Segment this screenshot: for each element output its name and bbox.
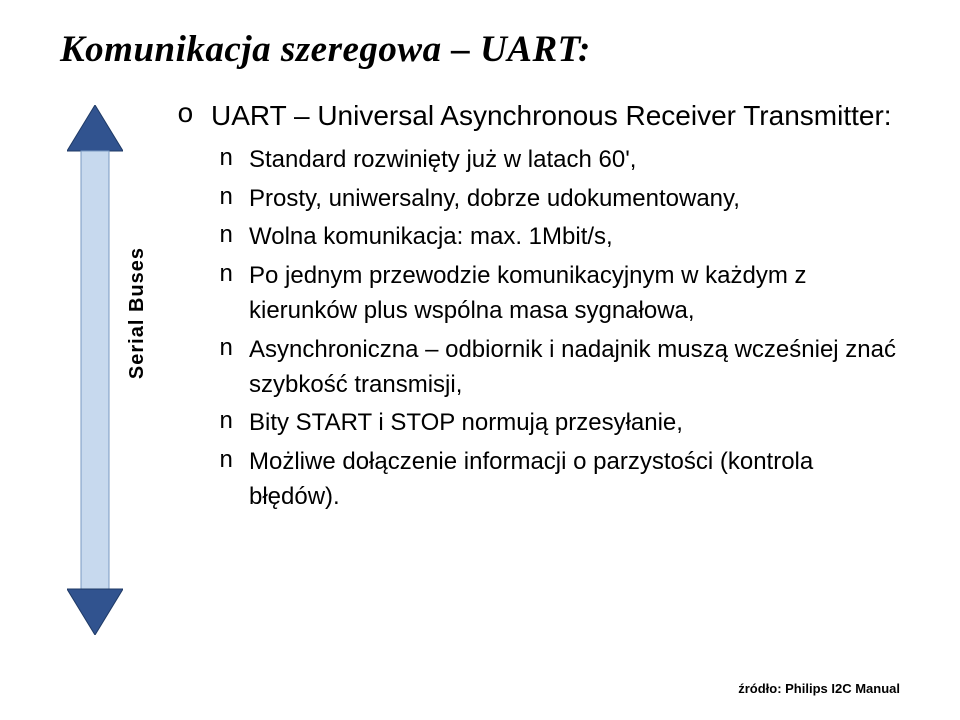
bullet-level1: n Po jednym przewodzie komunikacyjnym w … <box>219 259 900 329</box>
bullet-level1: n Prosty, uniwersalny, dobrze udokumento… <box>219 182 900 217</box>
slide: Komunikacja szeregowa – UART: Serial Bus… <box>0 0 960 720</box>
bullet-level1: n Wolna komunikacja: max. 1Mbit/s, <box>219 220 900 255</box>
bullet0-text: UART – Universal Asynchronous Receiver T… <box>211 97 900 135</box>
page-title: Komunikacja szeregowa – UART: <box>60 28 900 71</box>
bullet-level1: n Standard rozwinięty już w latach 60', <box>219 143 900 178</box>
bullet-level1: n Asynchroniczna – odbiornik i nadajnik … <box>219 333 900 403</box>
bullet1-text: Po jednym przewodzie komunikacyjnym w ka… <box>249 259 900 329</box>
bullet1-glyph: n <box>219 220 249 255</box>
bullet-level0: o UART – Universal Asynchronous Receiver… <box>177 97 900 135</box>
bullet1-glyph: n <box>219 143 249 178</box>
sidebar-label: Serial Buses <box>126 247 149 379</box>
bullet1-glyph: n <box>219 182 249 217</box>
bullet1-text: Asynchroniczna – odbiornik i nadajnik mu… <box>249 333 900 403</box>
bullet1-text: Prosty, uniwersalny, dobrze udokumentowa… <box>249 182 900 217</box>
bullet-level1: n Bity START i STOP normują przesyłanie, <box>219 406 900 441</box>
bullet1-text: Wolna komunikacja: max. 1Mbit/s, <box>249 220 900 255</box>
bullet1-glyph: n <box>219 333 249 368</box>
double-arrow-icon <box>67 105 123 635</box>
content-row: Serial Buses o UART – Universal Asynchro… <box>60 97 900 635</box>
bullet0-glyph: o <box>177 97 211 135</box>
arrow-column <box>60 97 130 635</box>
footer-source: źródło: Philips I2C Manual <box>738 681 900 696</box>
bullet1-text: Możliwe dołączenie informacji o parzysto… <box>249 445 900 515</box>
bullet1-glyph: n <box>219 406 249 441</box>
bullet1-glyph: n <box>219 259 249 294</box>
main-content: o UART – Universal Asynchronous Receiver… <box>149 97 900 519</box>
bullet1-text: Bity START i STOP normują przesyłanie, <box>249 406 900 441</box>
bullet1-glyph: n <box>219 445 249 480</box>
bullet-level1: n Możliwe dołączenie informacji o parzys… <box>219 445 900 515</box>
sublist: n Standard rozwinięty już w latach 60', … <box>177 143 900 515</box>
bullet1-text: Standard rozwinięty już w latach 60', <box>249 143 900 178</box>
